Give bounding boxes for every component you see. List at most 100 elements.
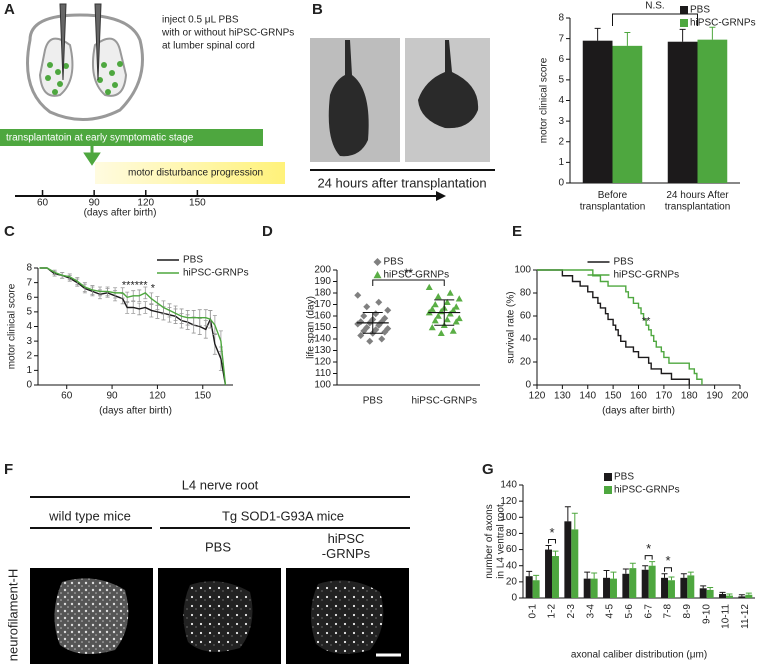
bar — [571, 529, 579, 598]
annotation: * — [646, 541, 651, 556]
legend-label: hiPSC-GRNPs — [384, 270, 450, 281]
inject-note: inject 0.5 μL PBS — [162, 15, 239, 26]
sd-whisker — [362, 312, 383, 334]
significance-bracket — [612, 13, 698, 26]
legend-marker — [373, 271, 382, 279]
error-bar — [726, 593, 733, 596]
bar — [680, 577, 688, 598]
bar — [661, 577, 668, 598]
bar — [603, 577, 610, 598]
significance-bracket — [664, 567, 672, 572]
progression-bar — [95, 162, 285, 184]
x-tick-label: 7-8 — [663, 604, 674, 619]
point — [446, 289, 454, 296]
legend-marker — [373, 258, 382, 266]
y-tick-label: 120 — [314, 357, 331, 368]
point — [443, 298, 451, 305]
y-tick-label: 190 — [314, 276, 331, 287]
bar — [699, 588, 707, 598]
legend-label: PBS — [384, 257, 404, 268]
timeline-arrow — [436, 191, 446, 201]
timeline-tick-label: 150 — [189, 198, 206, 209]
y-tick-label: 4 — [26, 321, 32, 332]
y-tick-label: 0 — [558, 178, 564, 189]
error-bar — [610, 571, 617, 579]
point — [378, 335, 386, 343]
y-tick-label: 120 — [500, 496, 517, 507]
series-line — [537, 269, 690, 385]
error-bar — [738, 594, 745, 597]
y-tick-label: 110 — [315, 368, 331, 379]
y-tick-label: 100 — [314, 380, 331, 391]
bar — [590, 578, 598, 598]
y-tick-label: 8 — [558, 13, 564, 24]
spinal-cord — [26, 3, 144, 122]
stain-label: neurofilament-H — [5, 569, 20, 662]
mouse — [418, 40, 479, 129]
y-axis-label: life span (day) — [306, 296, 317, 359]
annotation: N.S. — [645, 1, 664, 12]
error-bar — [687, 571, 694, 576]
bar — [552, 556, 559, 598]
panel-label: E — [512, 223, 522, 240]
stage-text: transplantatoin at early symptomatic sta… — [6, 133, 194, 144]
x-axis-label: (days after birth) — [99, 406, 172, 417]
y-tick-label: 160 — [314, 311, 331, 322]
bar — [610, 578, 617, 598]
point — [428, 305, 436, 312]
point — [366, 337, 374, 345]
y-tick-label: 140 — [500, 480, 517, 491]
y-tick-label: 100 — [514, 265, 531, 276]
x-axis-label: (days after birth) — [602, 406, 675, 417]
x-tick-label: 3-4 — [585, 604, 596, 619]
panel-label: D — [262, 223, 273, 240]
panel-label: B — [312, 1, 323, 18]
error-bar — [591, 572, 598, 579]
y-tick-label: 1 — [558, 157, 564, 168]
x-tick-label: 4-5 — [605, 604, 616, 619]
point — [428, 324, 436, 331]
bar — [583, 578, 591, 598]
y-tick-label: 20 — [506, 576, 518, 587]
significance-bracket — [548, 539, 556, 544]
y-tick-label: 150 — [314, 322, 331, 333]
y-tick-label: 170 — [314, 299, 331, 310]
point — [431, 301, 439, 308]
photo-caption: 24 hours after transplantation — [317, 175, 486, 190]
y-tick-label: 140 — [314, 334, 331, 345]
column-label: hiPSC -GRNPs — [322, 531, 371, 561]
y-tick-label: 2 — [558, 136, 564, 147]
annotation: ****** — [122, 279, 148, 291]
x-tick-label: 200 — [732, 391, 749, 402]
y-axis-label: motor clinical score — [7, 283, 18, 369]
bar — [622, 573, 630, 598]
error-bar — [594, 27, 601, 41]
legend-label: hiPSC-GRNPs — [183, 268, 249, 279]
point — [363, 303, 371, 311]
error-bar — [603, 570, 610, 578]
timeline-tick-label: 90 — [89, 198, 101, 209]
y-tick-label: 3 — [558, 116, 564, 127]
error-bar — [629, 562, 636, 569]
error-bar — [564, 506, 571, 522]
panel-label: C — [4, 223, 15, 240]
error-bar — [642, 565, 649, 570]
x-tick-label: 90 — [107, 391, 119, 402]
error-bar — [719, 591, 726, 594]
error-bar — [526, 570, 533, 577]
error-bar — [679, 28, 686, 42]
panel-label: G — [482, 461, 494, 478]
bar — [706, 589, 714, 598]
legend-swatch — [604, 473, 612, 481]
progression-text: motor disturbance progression — [128, 168, 263, 179]
y-tick-label: 4 — [558, 95, 564, 106]
point — [375, 298, 383, 306]
bar — [648, 565, 656, 598]
error-bar — [709, 26, 716, 40]
x-tick-label: 150 — [194, 391, 211, 402]
bar — [745, 594, 753, 598]
significance-bracket — [372, 279, 445, 286]
panel-label: F — [4, 461, 13, 478]
timeline-label: (days after birth) — [84, 208, 157, 219]
mouse — [328, 40, 369, 157]
